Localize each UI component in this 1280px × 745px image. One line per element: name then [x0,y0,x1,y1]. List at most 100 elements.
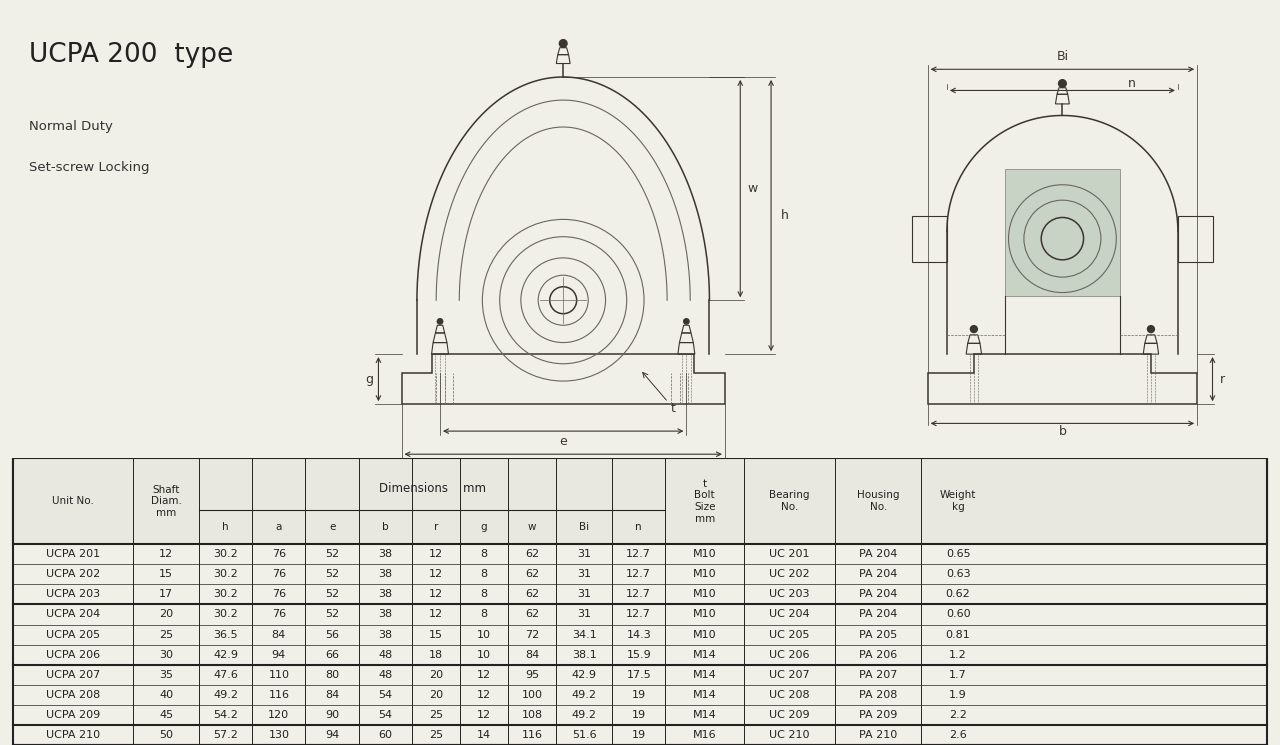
Text: 0.62: 0.62 [946,589,970,600]
Text: 49.2: 49.2 [214,690,238,700]
Text: UC 210: UC 210 [769,730,810,740]
Text: 76: 76 [271,589,285,600]
Text: UCPA 203: UCPA 203 [46,589,100,600]
Text: 116: 116 [269,690,289,700]
Circle shape [684,319,689,324]
Text: 14: 14 [477,730,492,740]
Text: UCPA 200  type: UCPA 200 type [28,42,233,68]
Text: b: b [1059,425,1066,438]
Text: 0.63: 0.63 [946,569,970,580]
Text: PA 210: PA 210 [859,730,897,740]
Text: 38: 38 [378,630,393,639]
Text: 12: 12 [429,569,443,580]
Text: 20: 20 [429,670,443,679]
Text: 17.5: 17.5 [626,670,652,679]
Text: t: t [643,372,676,415]
Text: Bi: Bi [1056,50,1069,63]
Text: UC 205: UC 205 [769,630,810,639]
Text: UCPA 207: UCPA 207 [46,670,100,679]
Text: 18: 18 [429,650,443,659]
Text: M10: M10 [692,630,717,639]
Text: PA 204: PA 204 [859,609,897,620]
Text: UC 207: UC 207 [769,670,810,679]
Circle shape [1147,326,1155,332]
Text: g: g [365,372,372,386]
Text: 57.2: 57.2 [214,730,238,740]
Text: 35: 35 [159,670,173,679]
Text: 19: 19 [631,730,646,740]
Text: 76: 76 [271,609,285,620]
Text: a: a [559,457,567,471]
Text: 30: 30 [159,650,173,659]
Text: r: r [1220,372,1225,386]
Text: 30.2: 30.2 [214,569,238,580]
Text: w: w [748,182,758,195]
Text: 10: 10 [477,630,492,639]
Text: PA 204: PA 204 [859,589,897,600]
Text: 1.9: 1.9 [950,690,966,700]
Text: a: a [275,522,282,532]
Text: 45: 45 [159,710,173,720]
Text: PA 204: PA 204 [859,549,897,559]
Text: 15: 15 [159,569,173,580]
Text: M10: M10 [692,589,717,600]
Text: 38: 38 [378,549,393,559]
Text: 30.2: 30.2 [214,589,238,600]
Text: 36.5: 36.5 [214,630,238,639]
Text: 66: 66 [325,650,339,659]
Text: 49.2: 49.2 [572,710,596,720]
Text: t
Bolt
Size
mm: t Bolt Size mm [694,479,716,524]
Text: UC 206: UC 206 [769,650,810,659]
Text: 12.7: 12.7 [626,609,652,620]
Text: 76: 76 [271,569,285,580]
Text: 12: 12 [429,549,443,559]
Text: 0.60: 0.60 [946,609,970,620]
Text: 52: 52 [325,609,339,620]
Text: 54: 54 [378,690,393,700]
Text: 30.2: 30.2 [214,609,238,620]
Text: UC 209: UC 209 [769,710,810,720]
Text: M14: M14 [692,690,717,700]
Text: 120: 120 [269,710,289,720]
Text: 84: 84 [271,630,285,639]
Text: 49.2: 49.2 [572,690,596,700]
Text: 95: 95 [525,670,539,679]
Text: 47.6: 47.6 [214,670,238,679]
Text: 52: 52 [325,569,339,580]
Text: h: h [781,209,788,222]
Text: 8: 8 [480,609,488,620]
Text: 25: 25 [159,630,173,639]
Text: PA 209: PA 209 [859,710,897,720]
Text: Housing
No.: Housing No. [858,490,900,512]
Text: 8: 8 [480,589,488,600]
Text: 100: 100 [522,690,543,700]
Text: 48: 48 [378,650,393,659]
Text: UCPA 210: UCPA 210 [46,730,100,740]
Text: 8: 8 [480,569,488,580]
Text: 12: 12 [477,690,492,700]
Text: e: e [329,522,335,532]
Text: PA 206: PA 206 [859,650,897,659]
Text: 25: 25 [429,710,443,720]
Text: 42.9: 42.9 [572,670,596,679]
Text: 52: 52 [325,589,339,600]
Text: 56: 56 [325,630,339,639]
Text: 31: 31 [577,549,591,559]
Text: 72: 72 [525,630,539,639]
Text: 62: 62 [525,549,539,559]
Text: w: w [529,522,536,532]
Text: b: b [381,522,389,532]
Text: 52: 52 [325,549,339,559]
Text: M10: M10 [692,569,717,580]
Text: 31: 31 [577,569,591,580]
Text: 38: 38 [378,569,393,580]
Text: UCPA 205: UCPA 205 [46,630,100,639]
Text: 94: 94 [271,650,285,659]
Text: 51.6: 51.6 [572,730,596,740]
Text: PA 208: PA 208 [859,690,897,700]
Text: 12: 12 [477,710,492,720]
Text: M14: M14 [692,670,717,679]
Text: 110: 110 [269,670,289,679]
Text: UC 204: UC 204 [769,609,810,620]
Text: 50: 50 [159,730,173,740]
